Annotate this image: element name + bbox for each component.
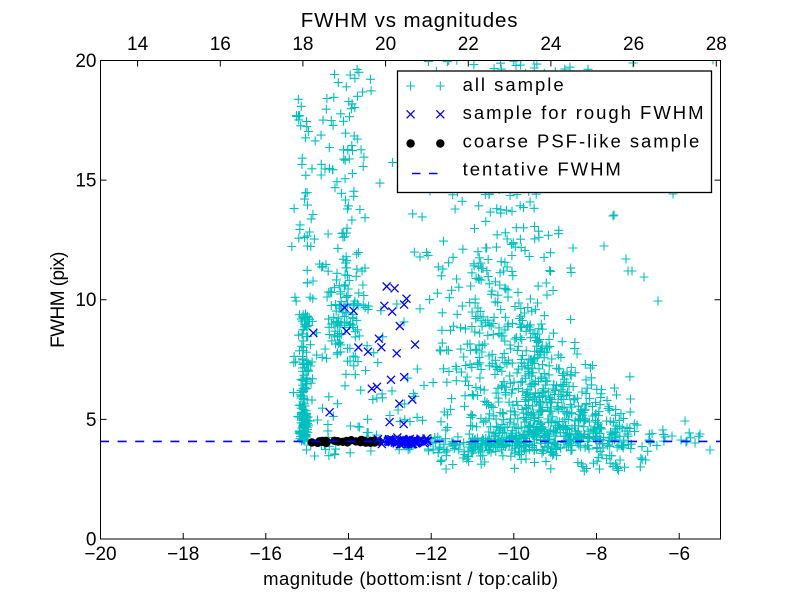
svg-text:−12: −12 xyxy=(415,544,447,565)
svg-text:16: 16 xyxy=(210,34,231,55)
svg-text:FWHM (pix): FWHM (pix) xyxy=(48,252,69,348)
svg-text:sample for rough FWHM: sample for rough FWHM xyxy=(463,102,706,123)
svg-text:0: 0 xyxy=(86,530,97,551)
svg-text:−6: −6 xyxy=(668,544,690,565)
svg-text:22: 22 xyxy=(458,34,479,55)
svg-text:−18: −18 xyxy=(167,544,199,565)
svg-text:20: 20 xyxy=(75,51,96,72)
svg-text:coarse PSF-like sample: coarse PSF-like sample xyxy=(463,131,702,152)
svg-text:all sample: all sample xyxy=(463,74,566,95)
svg-text:−8: −8 xyxy=(586,544,608,565)
svg-text:15: 15 xyxy=(75,171,96,192)
svg-text:5: 5 xyxy=(86,410,97,431)
svg-text:24: 24 xyxy=(540,34,562,55)
svg-text:10: 10 xyxy=(75,290,96,311)
svg-text:−10: −10 xyxy=(498,544,530,565)
svg-text:tentative FWHM: tentative FWHM xyxy=(463,159,623,180)
svg-text:20: 20 xyxy=(375,34,396,55)
svg-text:28: 28 xyxy=(706,34,727,55)
svg-text:−20: −20 xyxy=(84,544,116,565)
svg-text:26: 26 xyxy=(623,34,644,55)
svg-text:18: 18 xyxy=(292,34,313,55)
svg-text:−14: −14 xyxy=(332,544,365,565)
svg-text:−16: −16 xyxy=(250,544,282,565)
svg-text:14: 14 xyxy=(127,34,149,55)
svg-text:magnitude (bottom:isnt / top:c: magnitude (bottom:isnt / top:calib) xyxy=(263,568,558,589)
svg-text:FWHM vs magnitudes: FWHM vs magnitudes xyxy=(301,9,519,32)
